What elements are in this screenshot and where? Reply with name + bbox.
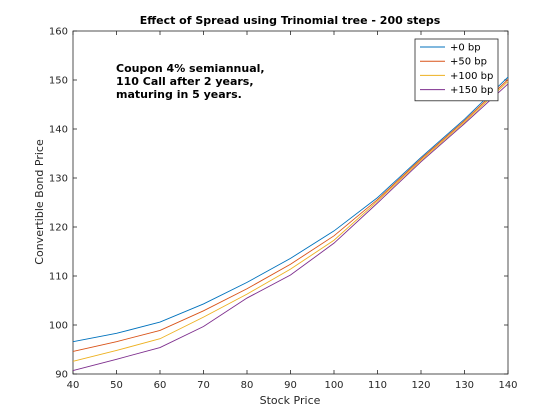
y-tick-label: 150 bbox=[49, 76, 68, 87]
y-tick-label: 160 bbox=[49, 27, 68, 38]
x-tick-label: 130 bbox=[455, 380, 474, 391]
legend-label: +100 bp bbox=[450, 71, 493, 82]
series-line-2 bbox=[72, 81, 509, 362]
x-tick-label: 140 bbox=[498, 380, 517, 391]
y-tick-label: 130 bbox=[49, 174, 68, 185]
legend: +0 bp +50 bp +100 bp +150 bp bbox=[414, 38, 499, 102]
y-tick-label: 100 bbox=[49, 321, 68, 332]
annotation-line-2: 110 Call after 2 years, bbox=[116, 75, 254, 88]
legend-label: +50 bp bbox=[450, 57, 487, 68]
x-tick-label: 80 bbox=[241, 380, 254, 391]
legend-label: +0 bp bbox=[450, 43, 481, 54]
series-line-3 bbox=[72, 83, 509, 372]
x-axis-label: Stock Price bbox=[260, 394, 321, 407]
x-tick-label: 120 bbox=[411, 380, 430, 391]
y-tick-label: 120 bbox=[49, 223, 68, 234]
x-tick-label: 90 bbox=[284, 380, 297, 391]
y-tick-label: 140 bbox=[49, 125, 68, 136]
chart-title: Effect of Spread using Trinomial tree - … bbox=[140, 14, 441, 27]
legend-label: +150 bp bbox=[450, 85, 493, 96]
annotation-line-3: maturing in 5 years. bbox=[116, 88, 242, 101]
x-tick-label: 70 bbox=[197, 380, 210, 391]
y-axis-label: Convertible Bond Price bbox=[33, 139, 46, 265]
series-line-1 bbox=[72, 79, 509, 352]
y-tick-label: 110 bbox=[49, 272, 68, 283]
x-tick-label: 40 bbox=[67, 380, 80, 391]
chart-annotation: Coupon 4% semiannual, 110 Call after 2 y… bbox=[116, 62, 265, 101]
legend-box bbox=[414, 38, 499, 102]
x-tick-label: 60 bbox=[154, 380, 167, 391]
y-tick-label: 90 bbox=[55, 370, 68, 381]
annotation-line-1: Coupon 4% semiannual, bbox=[116, 62, 265, 75]
x-tick-label: 110 bbox=[368, 380, 387, 391]
series-line-0 bbox=[72, 76, 509, 343]
x-tick-label: 50 bbox=[110, 380, 123, 391]
x-tick-label: 100 bbox=[324, 380, 343, 391]
